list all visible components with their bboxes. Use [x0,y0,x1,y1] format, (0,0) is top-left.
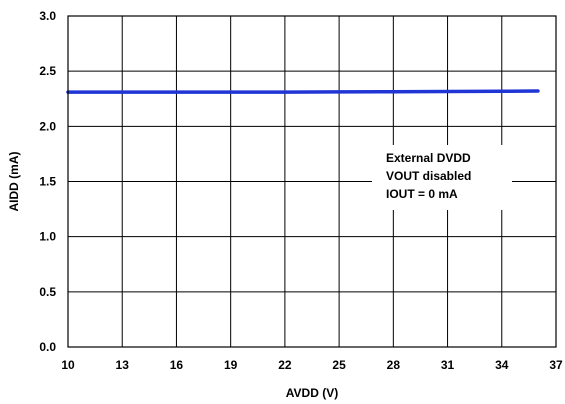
x-tick-label: 31 [441,358,455,372]
annotation-line: External DVDD [386,151,471,165]
y-tick-label: 2.5 [39,64,56,78]
x-tick-label: 28 [387,358,401,372]
y-axis-label: AIDD (mA) [7,152,21,212]
y-tick-label: 1.0 [39,230,56,244]
x-axis-label: AVDD (V) [286,386,338,400]
x-tick-label: 37 [549,358,563,372]
plot-frame [67,15,557,348]
series-line [66,89,540,94]
series-layer [66,89,540,94]
y-tick-label: 1.5 [39,175,56,189]
y-tick-label: 2.0 [39,119,56,133]
y-tick-label: 3.0 [39,9,56,23]
y-tick-label: 0.0 [39,340,56,354]
annotation-line: VOUT disabled [386,169,471,183]
x-tick-labels: 10 13 16 19 22 25 28 31 34 37 [61,358,563,372]
x-tick-label: 13 [116,358,130,372]
annotation-text: External DVDD VOUT disabled IOUT = 0 mA [386,151,471,201]
x-tick-label: 19 [224,358,238,372]
x-tick-label: 10 [61,358,75,372]
x-tick-label: 34 [495,358,509,372]
annotation-box [372,145,512,210]
x-tick-label: 25 [332,358,346,372]
y-tick-label: 0.5 [39,285,56,299]
annotation-line: IOUT = 0 mA [386,187,458,201]
x-tick-label: 16 [170,358,184,372]
y-tick-labels: 0.0 0.5 1.0 1.5 2.0 2.5 3.0 [39,9,56,354]
x-tick-label: 22 [278,358,292,372]
